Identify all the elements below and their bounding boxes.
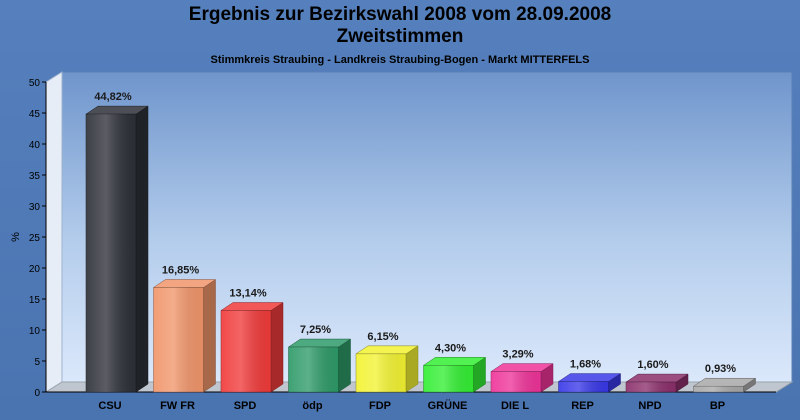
data-label: 1,68% (570, 359, 601, 371)
y-tick-label: 10 (29, 326, 41, 337)
plot-side-wall (45, 71, 63, 393)
bar-side (135, 105, 149, 393)
bar-2 (220, 302, 284, 393)
x-tick-label: BP (710, 400, 725, 412)
y-tick-label: 50 (29, 78, 41, 89)
bar-1 (152, 279, 217, 393)
bar-shine (693, 386, 744, 392)
y-tick-label: 15 (29, 295, 41, 306)
data-label: 16,85% (162, 265, 200, 277)
data-label: 1,60% (637, 359, 668, 371)
bar-shine (491, 371, 541, 392)
data-label: 44,82% (94, 91, 132, 103)
x-tick-label: CSU (98, 400, 121, 412)
y-tick-label: 30 (29, 202, 41, 213)
x-tick-label: ödp (302, 400, 322, 412)
y-tick-label: 25 (29, 233, 41, 244)
y-tick-label: 5 (34, 357, 40, 368)
bar-shine (423, 365, 474, 392)
bar-side (203, 279, 216, 393)
bar-5 (422, 356, 487, 393)
bar-shine (86, 114, 136, 392)
bar-side (338, 338, 351, 393)
data-label: 7,25% (300, 324, 331, 336)
bar-side (270, 302, 284, 393)
x-tick-label: GRÜNE (428, 399, 468, 412)
data-label: 13,14% (229, 288, 267, 300)
bar-7 (557, 373, 622, 393)
data-label: 4,30% (435, 342, 466, 354)
data-label: 6,15% (367, 331, 398, 343)
chart-subtitle: Stimmkreis Straubing - Landkreis Straubi… (210, 54, 590, 66)
bar-8 (625, 373, 689, 393)
bar-shine (356, 353, 406, 392)
data-label: 0,93% (705, 363, 736, 375)
y-axis-label: % (10, 232, 22, 242)
chart-title: Ergebnis zur Bezirkswahl 2008 vom 28.09.… (0, 4, 800, 48)
bar-3 (287, 338, 352, 393)
x-tick-label: DIE L (501, 400, 529, 412)
chart-title-line2: Zweitstimmen (336, 26, 464, 47)
x-tick-label: FW FR (160, 400, 195, 412)
x-tick-label: REP (571, 400, 594, 412)
y-tick-label: 20 (29, 264, 41, 275)
bars: 44,82% 16,85% 13,14% 7,25% 6,15% 4,30% 3,29% 1,… (85, 91, 757, 393)
data-label: 3,29% (502, 349, 533, 361)
x-tick-label: FDP (369, 400, 391, 412)
x-tick-label: NPD (638, 400, 661, 412)
y-tick-label: 40 (29, 140, 41, 151)
bar-shine (626, 382, 676, 392)
x-tick-label: SPD (234, 400, 257, 412)
y-axis: 0 5 10 15 20 25 30 35 40 45 50 (29, 78, 46, 399)
x-axis: CSU FW FR SPD ödp FDP GRÜNE DIE L REP NPD BP (98, 399, 725, 412)
bar-shine (558, 381, 609, 392)
bar-shine (221, 310, 271, 392)
chart-title-line1: Ergebnis zur Bezirkswahl 2008 vom 28.09.… (188, 4, 612, 25)
y-tick-label: 45 (29, 109, 41, 120)
y-tick-label: 35 (29, 171, 41, 182)
bar-shine (153, 287, 204, 392)
bar-6 (490, 363, 554, 393)
bar-shine (288, 347, 339, 392)
bar-0 (85, 105, 149, 393)
bar-9 (692, 377, 757, 393)
y-tick-label: 0 (34, 388, 40, 399)
bar-4 (355, 345, 419, 393)
